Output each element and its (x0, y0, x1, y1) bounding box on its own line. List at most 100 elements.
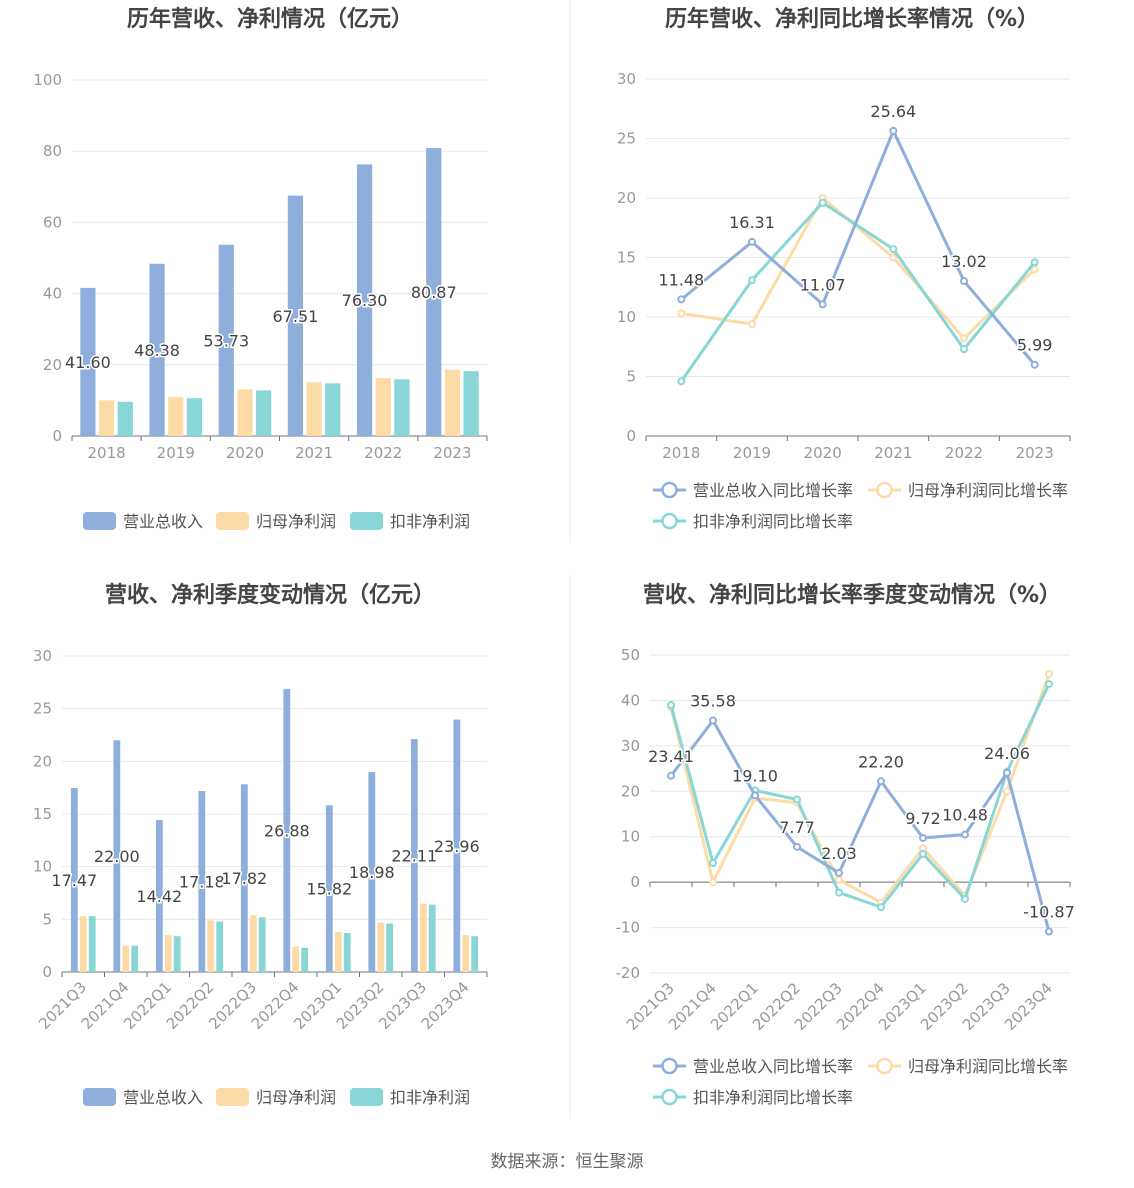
point-deducted_profit_growth (677, 377, 686, 386)
bar-deducted_profit (117, 401, 133, 436)
x-tick-label: 2018 (87, 444, 125, 462)
point-revenue_growth (709, 716, 717, 725)
line-data-label: 2.03 (821, 844, 857, 863)
bar-deducted_profit (186, 398, 203, 436)
point-net_profit_growth (1003, 787, 1011, 796)
bar-net_profit (419, 903, 427, 972)
bar-net_profit (334, 931, 342, 972)
y-tick-label: 15 (617, 249, 636, 267)
chart-title: 历年营收、净利情况（亿元） (127, 6, 413, 32)
y-tick-label: 10 (621, 828, 640, 846)
legend-marker (661, 512, 678, 530)
legend-label: 扣非净利润 (390, 512, 470, 531)
legend-swatch (350, 1088, 383, 1106)
y-tick-label: 15 (33, 805, 52, 823)
line-data-label: 13.02 (941, 252, 987, 271)
legend-swatch (216, 512, 249, 530)
bar-data-label: 76.30 (342, 291, 388, 310)
y-tick-label: 25 (33, 700, 52, 718)
annual-revenue-profit-chart: 历年营收、净利情况（亿元） 0 20 40 60 80 100 2018 2019 2020 202… (33, 6, 488, 531)
x-tick-label: 2022 (945, 444, 983, 462)
bar-net_profit (377, 922, 385, 972)
point-deducted_profit_growth (835, 888, 843, 897)
line-data-label: 10.48 (942, 806, 988, 825)
bar-deducted_profit (131, 945, 139, 972)
point-net_profit_growth (889, 253, 898, 262)
y-tick-label: 20 (33, 752, 52, 770)
point-deducted_profit_growth (748, 276, 756, 285)
bar-net_profit (207, 920, 215, 972)
x-tick-label: 2021 (295, 444, 333, 462)
point-revenue_growth (1045, 927, 1053, 936)
bar-data-label: 80.87 (411, 283, 457, 302)
point-deducted_profit_growth (919, 849, 927, 858)
bar-data-label: 22.11 (391, 847, 437, 866)
y-tick-label: 100 (33, 71, 62, 89)
y-tick-label: 30 (617, 70, 636, 88)
legend-swatch (83, 1088, 116, 1106)
point-deducted_profit_growth (961, 894, 969, 903)
bar-data-label: 18.98 (349, 863, 395, 882)
legend-label: 扣非净利润同比增长率 (693, 512, 853, 531)
x-tick-label: 2018 (662, 444, 700, 462)
legend-label: 归母净利润 (256, 1088, 336, 1107)
bar-net_profit (98, 400, 115, 436)
legend-label: 营业总收入 (123, 512, 203, 531)
point-net_profit_growth (1030, 265, 1039, 274)
y-tick-label: 10 (617, 308, 636, 326)
bar-revenue (70, 787, 78, 972)
bar-revenue (410, 739, 418, 972)
point-revenue_growth (877, 777, 885, 786)
line-data-label: 23.41 (648, 747, 694, 766)
point-revenue_growth (835, 868, 843, 877)
x-tick-label: 2023Q4 (418, 978, 473, 1033)
y-tick-label: 5 (42, 910, 52, 928)
point-deducted_profit_growth (793, 795, 801, 804)
bar-deducted_profit (428, 904, 436, 972)
bar-data-label: 41.60 (65, 353, 111, 372)
point-revenue_growth (751, 791, 759, 800)
legend-marker (876, 1057, 893, 1075)
y-tick-label: 80 (43, 142, 62, 160)
point-net_profit_growth (835, 875, 843, 884)
legend-label: 扣非净利润同比增长率 (693, 1088, 853, 1107)
line-data-label: 19.10 (732, 766, 778, 785)
y-tick-label: 0 (626, 427, 636, 445)
point-revenue_growth (793, 842, 801, 851)
quarterly-revenue-profit-chart: 营收、净利季度变动情况（亿元）0510152025302021Q32021Q42… (33, 582, 488, 1107)
line-data-label: 5.99 (1017, 336, 1053, 355)
bar-net_profit (306, 382, 322, 436)
data-source: 数据来源：恒生聚源 (491, 1152, 644, 1172)
point-net_profit_growth (1045, 670, 1053, 679)
chart-title: 营收、净利季度变动情况（亿元） (105, 582, 435, 608)
bar-deducted_profit (88, 916, 96, 972)
y-tick-label: 40 (621, 691, 640, 709)
point-revenue_growth (818, 300, 827, 309)
bar-deducted_profit (386, 923, 394, 972)
x-tick-label: 2020 (804, 444, 842, 462)
bar-deducted_profit (463, 371, 479, 436)
bar-data-label: 14.42 (136, 887, 182, 906)
y-tick-label: 10 (33, 858, 52, 876)
line-data-label: 35.58 (690, 692, 736, 711)
point-deducted_profit_growth (1045, 680, 1053, 689)
bar-revenue (368, 772, 376, 972)
bar-deducted_profit (325, 383, 341, 436)
line-net_profit_growth (669, 673, 1051, 905)
point-revenue_growth (1003, 768, 1011, 777)
chart-title: 营收、净利同比增长率季度变动情况（%） (643, 582, 1061, 608)
point-revenue_growth (667, 771, 675, 780)
line-data-label: 25.64 (870, 102, 916, 121)
bar-data-label: 15.82 (306, 880, 352, 899)
point-net_profit_growth (960, 334, 968, 343)
line-data-label: 7.77 (779, 818, 815, 837)
line-data-label: 9.72 (905, 809, 941, 828)
line-data-label: 11.07 (800, 275, 846, 294)
x-tick-label: 2023 (1016, 444, 1054, 462)
bar-data-label: 23.96 (434, 837, 480, 856)
x-tick-label: 2020 (226, 444, 264, 462)
legend-label: 营业总收入同比增长率 (693, 1057, 853, 1076)
bar-data-label: 26.88 (264, 821, 310, 840)
point-revenue_growth (919, 833, 927, 842)
